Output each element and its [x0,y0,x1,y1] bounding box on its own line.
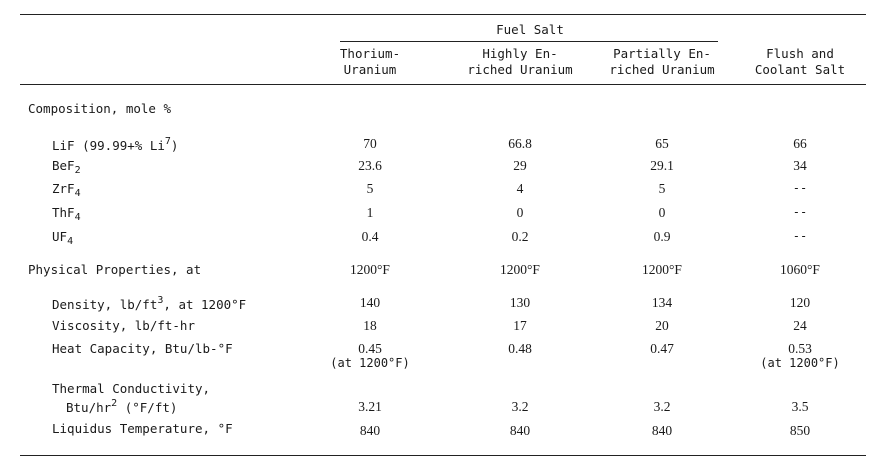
row-label-thermal-conductivity-units: Btu/hr2 (°F/ft) [66,398,178,415]
liquidus-highly: 840 [509,423,531,438]
heat-capacity-thorium: 0.45 [358,341,382,356]
density-highly: 130 [509,295,531,310]
thf4-flush: -- [792,205,808,219]
temp-partially: 1200°F [642,262,682,277]
conductivity-highly: 3.2 [511,399,529,414]
temp-flush: 1060°F [780,262,820,277]
lif-flush: 66 [793,136,807,151]
composition-title: Composition, mole % [28,101,171,116]
zrf4-flush: -- [792,181,808,195]
temp-thorium: 1200°F [350,262,390,277]
row-label-viscosity: Viscosity, lb/ft-hr [52,318,195,333]
uf4-highly: 0.2 [511,229,529,244]
thf4-thorium: 1 [366,205,374,220]
row-label-thermal-conductivity: Thermal Conductivity, [52,381,211,396]
row-label-uf4: UF4 [52,229,74,247]
fuel-salt-header: Fuel Salt [496,22,564,37]
viscosity-flush: 24 [793,318,807,333]
heat-capacity-note-flush: (at 1200°F) [760,356,840,370]
row-label-zrf4: ZrF4 [52,181,81,199]
physical-title: Physical Properties, at [28,262,202,277]
zrf4-thorium: 5 [366,181,374,196]
col-header-flush-coolant: Flush and Coolant Salt [754,46,846,77]
row-label-liquidus: Liquidus Temperature, °F [52,421,233,436]
liquidus-thorium: 840 [359,423,381,438]
viscosity-highly: 17 [513,318,527,333]
col-header-highly-enriched: Highly En-riched Uranium [467,46,573,77]
uf4-flush: -- [792,229,808,243]
conductivity-flush: 3.5 [791,399,809,414]
heat-capacity-note-thorium: (at 1200°F) [330,356,410,370]
zrf4-partially: 5 [658,181,666,196]
bottom-rule [20,455,866,456]
viscosity-partially: 20 [655,318,669,333]
temp-highly: 1200°F [500,262,540,277]
header-rule [20,84,866,85]
row-label-density: Density, lb/ft3, at 1200°F [52,295,247,312]
bef2-thorium: 23.6 [358,158,382,173]
heat-capacity-partially: 0.47 [650,341,674,356]
col-header-thorium-uranium: Thorium- Uranium [339,46,401,77]
lif-highly: 66.8 [508,136,532,151]
bef2-flush: 34 [793,158,807,173]
row-label-bef2: BeF2 [52,158,81,176]
row-label-lif: LiF (99.99+% Li7) [52,136,179,153]
conductivity-partially: 3.2 [653,399,671,414]
bef2-highly: 29 [513,158,527,173]
row-label-thf4: ThF4 [52,205,81,223]
top-rule [20,14,866,15]
thf4-partially: 0 [658,205,666,220]
heat-capacity-flush: 0.53 [788,341,812,356]
lif-thorium: 70 [363,136,377,151]
liquidus-partially: 840 [651,423,673,438]
density-flush: 120 [789,295,811,310]
viscosity-thorium: 18 [363,318,377,333]
thf4-highly: 0 [516,205,524,220]
row-label-heat-capacity: Heat Capacity, Btu/lb-°F [52,341,233,356]
density-thorium: 140 [359,295,381,310]
bef2-partially: 29.1 [650,158,674,173]
heat-capacity-highly: 0.48 [508,341,532,356]
conductivity-thorium: 3.21 [358,399,382,414]
uf4-thorium: 0.4 [361,229,379,244]
liquidus-flush: 850 [789,423,811,438]
uf4-partially: 0.9 [653,229,671,244]
density-partially: 134 [651,295,673,310]
zrf4-highly: 4 [516,181,524,196]
lif-partially: 65 [655,136,669,151]
fuel-salt-underline [340,41,718,42]
col-header-partially-enriched: Partially En-riched Uranium [609,46,715,77]
